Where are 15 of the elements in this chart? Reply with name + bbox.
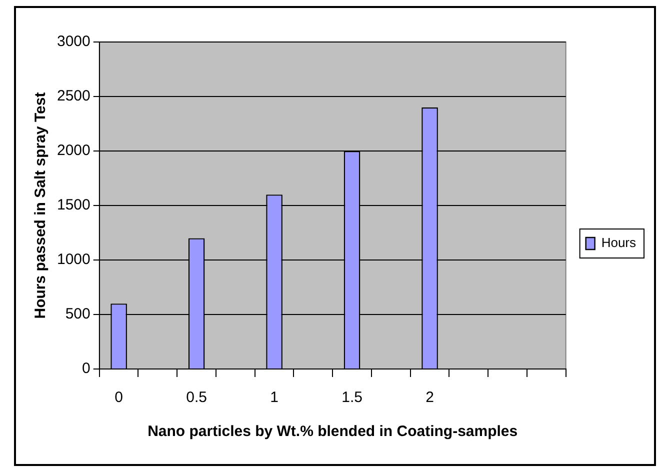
y-tick-label: 1500 — [56, 196, 90, 214]
y-axis-title: Hours passed in Salt spray Test — [32, 92, 50, 319]
y-tick-label: 0 — [82, 360, 90, 378]
y-tick-label: 3000 — [56, 33, 90, 50]
y-tick-label: 2000 — [56, 142, 90, 160]
y-tick-label: 1000 — [56, 251, 90, 268]
x-tick-label: 1 — [270, 389, 278, 406]
y-tick-label: 500 — [65, 306, 90, 323]
x-tick-label: 0 — [114, 389, 123, 406]
x-tick-label: 1.5 — [342, 389, 362, 406]
x-tick-label: 0.5 — [186, 389, 207, 406]
legend-label: Hours — [601, 235, 636, 250]
y-tick-label: 2500 — [56, 88, 90, 105]
x-tick-label: 2 — [426, 389, 434, 406]
x-axis-title: Nano particles by Wt.% blended in Coating-samples — [148, 423, 518, 440]
